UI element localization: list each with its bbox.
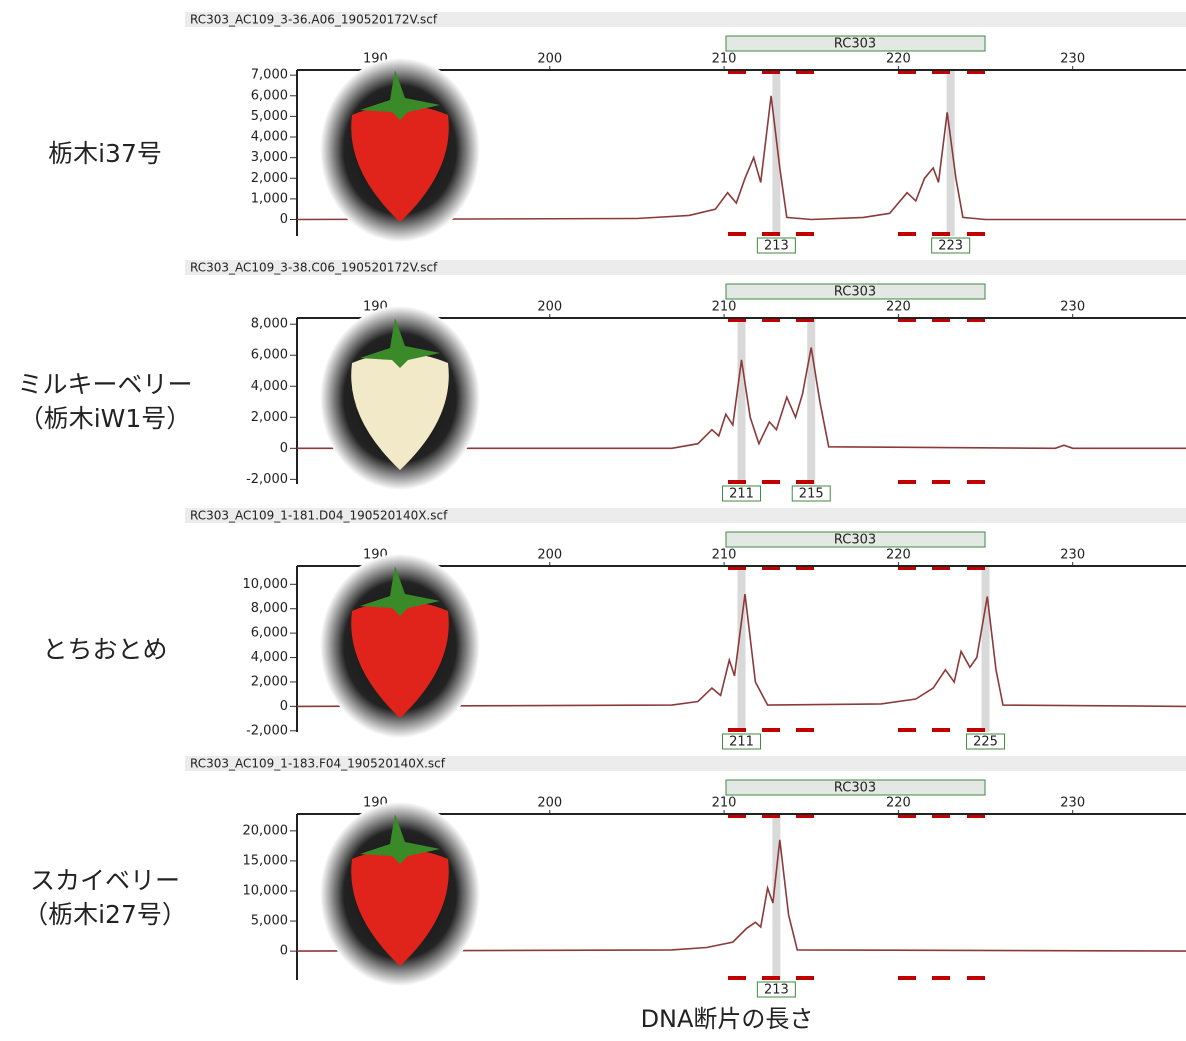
- bin-marker: [967, 232, 985, 236]
- bin-marker: [898, 480, 916, 484]
- variety-label: ミルキーベリー: [17, 370, 192, 399]
- peak-label: 213: [764, 239, 789, 254]
- peak-label: 215: [799, 487, 824, 502]
- variety-label: スカイベリー: [30, 866, 180, 895]
- figure: DNA断片の長さ RC303_AC109_3-36.A06_190520172V…: [0, 0, 1186, 1037]
- peak-band: [772, 70, 780, 236]
- y-tick-label: 4,000: [251, 379, 288, 394]
- y-tick-label: 0: [280, 212, 288, 227]
- peak-label: 211: [729, 735, 754, 750]
- y-tick-label: 5,000: [251, 109, 288, 124]
- x-tick-label: 200: [537, 52, 562, 67]
- x-tick-label: 210: [712, 300, 737, 315]
- x-tick-label: 200: [537, 300, 562, 315]
- bin-marker: [762, 480, 780, 484]
- y-tick-label: 10,000: [243, 883, 289, 898]
- y-tick-label: 15,000: [243, 853, 289, 868]
- bin-marker: [898, 728, 916, 732]
- file-name: RC303_AC109_1-181.D04_190520140X.scf: [190, 509, 448, 523]
- bin-marker: [796, 480, 814, 484]
- bin-marker: [932, 976, 950, 980]
- bin-marker: [967, 728, 985, 732]
- y-tick-label: 4,000: [251, 650, 288, 665]
- x-tick-label: 200: [537, 548, 562, 563]
- y-tick-label: 2,000: [251, 674, 288, 689]
- x-tick-label: 210: [712, 796, 737, 811]
- peak-band: [738, 318, 746, 484]
- x-tick-label: 220: [886, 52, 911, 67]
- y-tick-label: 8,000: [251, 317, 288, 332]
- bin-marker: [796, 232, 814, 236]
- y-tick-label: 5,000: [251, 914, 288, 929]
- y-tick-label: 4,000: [251, 130, 288, 145]
- bin-marker: [728, 480, 746, 484]
- peak-label: 225: [973, 735, 998, 750]
- y-tick-label: 2,000: [251, 171, 288, 186]
- x-tick-label: 230: [1060, 796, 1085, 811]
- y-tick-label: 6,000: [251, 626, 288, 641]
- marker-label: RC303: [834, 533, 876, 548]
- variety-label: 栃木i37号: [48, 139, 162, 168]
- x-tick-label: 210: [712, 548, 737, 563]
- peak-band: [807, 318, 815, 484]
- bin-marker: [762, 976, 780, 980]
- marker-label: RC303: [834, 285, 876, 300]
- bin-marker: [932, 480, 950, 484]
- y-tick-label: 8,000: [251, 601, 288, 616]
- y-tick-label: 3,000: [251, 150, 288, 165]
- marker-label: RC303: [834, 37, 876, 52]
- file-name: RC303_AC109_3-36.A06_190520172V.scf: [190, 13, 438, 27]
- bin-marker: [932, 232, 950, 236]
- bin-marker: [762, 728, 780, 732]
- x-tick-label: 230: [1060, 548, 1085, 563]
- variety-label: （栃木iW1号）: [19, 404, 192, 433]
- y-tick-label: 0: [280, 441, 288, 456]
- bin-marker: [898, 976, 916, 980]
- peak-label: 213: [764, 983, 789, 998]
- x-tick-label: 230: [1060, 300, 1085, 315]
- y-tick-label: -2,000: [246, 472, 288, 487]
- y-tick-label: 20,000: [243, 823, 289, 838]
- bin-marker: [728, 232, 746, 236]
- variety-label: とちおとめ: [42, 635, 167, 664]
- y-tick-label: 6,000: [251, 348, 288, 363]
- peak-label: 211: [729, 487, 754, 502]
- file-name: RC303_AC109_3-38.C06_190520172V.scf: [190, 261, 438, 275]
- x-tick-label: 220: [886, 548, 911, 563]
- peak-label: 223: [938, 239, 963, 254]
- peak-band: [982, 566, 990, 732]
- y-tick-label: 7,000: [251, 68, 288, 83]
- y-tick-label: 10,000: [243, 577, 289, 592]
- bin-marker: [796, 728, 814, 732]
- bin-marker: [967, 480, 985, 484]
- x-tick-label: 230: [1060, 52, 1085, 67]
- variety-label: （栃木i27号）: [23, 900, 187, 929]
- x-tick-label: 200: [537, 796, 562, 811]
- bin-marker: [762, 232, 780, 236]
- y-tick-label: 2,000: [251, 410, 288, 425]
- y-tick-label: 0: [280, 699, 288, 714]
- bin-marker: [932, 728, 950, 732]
- marker-label: RC303: [834, 781, 876, 796]
- y-tick-label: 0: [280, 944, 288, 959]
- y-tick-label: 6,000: [251, 88, 288, 103]
- bin-marker: [967, 976, 985, 980]
- y-tick-label: -2,000: [246, 723, 288, 738]
- file-name: RC303_AC109_1-183.F04_190520140X.scf: [190, 757, 446, 771]
- y-tick-label: 1,000: [251, 191, 288, 206]
- bin-marker: [796, 976, 814, 980]
- peak-band: [947, 70, 955, 236]
- x-axis-label: DNA断片の長さ: [641, 1005, 814, 1033]
- x-tick-label: 210: [712, 52, 737, 67]
- bin-marker: [728, 976, 746, 980]
- x-tick-label: 220: [886, 300, 911, 315]
- bin-marker: [728, 728, 746, 732]
- x-tick-label: 220: [886, 796, 911, 811]
- bin-marker: [898, 232, 916, 236]
